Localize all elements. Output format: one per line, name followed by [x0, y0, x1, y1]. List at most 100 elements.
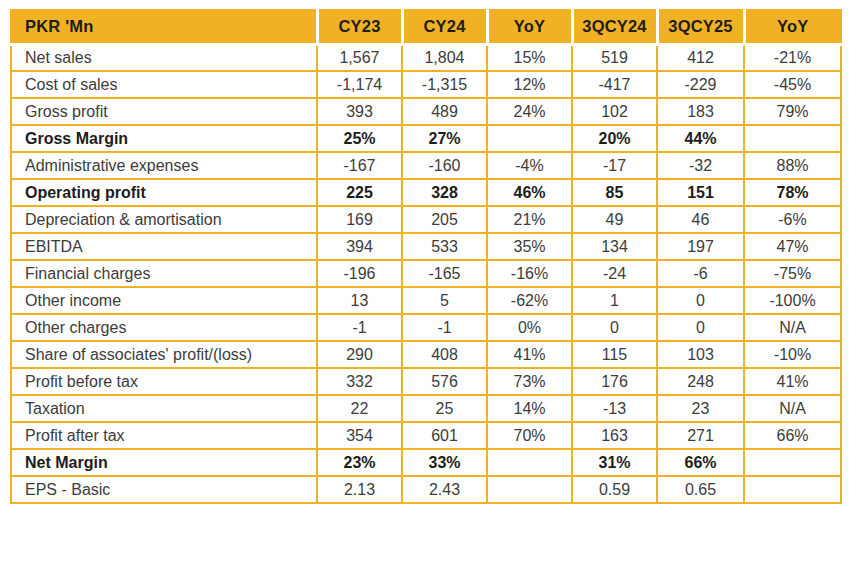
cell-value: -100%: [744, 287, 841, 314]
cell-value: 408: [402, 341, 487, 368]
cell-value: 271: [657, 422, 744, 449]
row-label: Operating profit: [11, 179, 317, 206]
cell-value: 27%: [402, 125, 487, 152]
cell-value: -160: [402, 152, 487, 179]
cell-value: 0: [657, 287, 744, 314]
cell-value: 0.59: [572, 476, 657, 503]
row-label: EPS - Basic: [11, 476, 317, 503]
cell-value: 197: [657, 233, 744, 260]
column-header: 3QCY25: [657, 10, 744, 44]
table-header: PKR 'MnCY23CY24YoY3QCY243QCY25YoY: [11, 10, 841, 44]
cell-value: [487, 476, 572, 503]
cell-value: 23: [657, 395, 744, 422]
cell-value: 46: [657, 206, 744, 233]
column-header: CY23: [317, 10, 402, 44]
cell-value: [744, 125, 841, 152]
cell-value: 115: [572, 341, 657, 368]
row-label: Other income: [11, 287, 317, 314]
row-label: Taxation: [11, 395, 317, 422]
cell-value: 35%: [487, 233, 572, 260]
cell-value: 290: [317, 341, 402, 368]
cell-value: 31%: [572, 449, 657, 476]
cell-value: 489: [402, 98, 487, 125]
cell-value: 70%: [487, 422, 572, 449]
cell-value: -167: [317, 152, 402, 179]
cell-value: -62%: [487, 287, 572, 314]
row-label: Other charges: [11, 314, 317, 341]
row-label: Cost of sales: [11, 71, 317, 98]
cell-value: 47%: [744, 233, 841, 260]
row-label: Share of associates' profit/(loss): [11, 341, 317, 368]
cell-value: -24: [572, 260, 657, 287]
table-row: Operating profit22532846%8515178%: [11, 179, 841, 206]
cell-value: 2.43: [402, 476, 487, 503]
table-row: Financial charges-196-165-16%-24-6-75%: [11, 260, 841, 287]
row-label: Gross profit: [11, 98, 317, 125]
cell-value: -17: [572, 152, 657, 179]
cell-value: 412: [657, 44, 744, 71]
table-row: Taxation222514%-1323N/A: [11, 395, 841, 422]
cell-value: 13: [317, 287, 402, 314]
column-header: 3QCY24: [572, 10, 657, 44]
page: PKR 'MnCY23CY24YoY3QCY243QCY25YoY Net sa…: [10, 9, 840, 504]
cell-value: 0: [657, 314, 744, 341]
cell-value: 49: [572, 206, 657, 233]
cell-value: -1: [317, 314, 402, 341]
row-label: Profit before tax: [11, 368, 317, 395]
table-row: Share of associates' profit/(loss)290408…: [11, 341, 841, 368]
cell-value: 394: [317, 233, 402, 260]
cell-value: 519: [572, 44, 657, 71]
cell-value: -1,315: [402, 71, 487, 98]
header-row: PKR 'MnCY23CY24YoY3QCY243QCY25YoY: [11, 10, 841, 44]
cell-value: -417: [572, 71, 657, 98]
cell-value: 1: [572, 287, 657, 314]
row-label: Gross Margin: [11, 125, 317, 152]
column-header: YoY: [744, 10, 841, 44]
cell-value: 23%: [317, 449, 402, 476]
cell-value: 393: [317, 98, 402, 125]
table-row: Gross profit39348924%10218379%: [11, 98, 841, 125]
table-row: Profit before tax33257673%17624841%: [11, 368, 841, 395]
column-header-units: PKR 'Mn: [11, 10, 317, 44]
cell-value: -21%: [744, 44, 841, 71]
cell-value: 225: [317, 179, 402, 206]
row-label: EBITDA: [11, 233, 317, 260]
row-label: Net Margin: [11, 449, 317, 476]
cell-value: -6%: [744, 206, 841, 233]
cell-value: 601: [402, 422, 487, 449]
row-label: Depreciation & amortisation: [11, 206, 317, 233]
table-body: Net sales1,5671,80415%519412-21%Cost of …: [11, 44, 841, 503]
cell-value: 33%: [402, 449, 487, 476]
cell-value: 1,804: [402, 44, 487, 71]
cell-value: 66%: [744, 422, 841, 449]
cell-value: 248: [657, 368, 744, 395]
cell-value: 2.13: [317, 476, 402, 503]
cell-value: -6: [657, 260, 744, 287]
cell-value: N/A: [744, 314, 841, 341]
cell-value: -1,174: [317, 71, 402, 98]
cell-value: N/A: [744, 395, 841, 422]
table-row: Other income135-62%10-100%: [11, 287, 841, 314]
row-label: Financial charges: [11, 260, 317, 287]
cell-value: 12%: [487, 71, 572, 98]
cell-value: 41%: [744, 368, 841, 395]
cell-value: 21%: [487, 206, 572, 233]
cell-value: 88%: [744, 152, 841, 179]
cell-value: 78%: [744, 179, 841, 206]
row-label: Net sales: [11, 44, 317, 71]
cell-value: 5: [402, 287, 487, 314]
cell-value: 576: [402, 368, 487, 395]
cell-value: -4%: [487, 152, 572, 179]
cell-value: 44%: [657, 125, 744, 152]
cell-value: 151: [657, 179, 744, 206]
financial-results-table: PKR 'MnCY23CY24YoY3QCY243QCY25YoY Net sa…: [10, 9, 842, 504]
cell-value: -45%: [744, 71, 841, 98]
table-row: Administrative expenses-167-160-4%-17-32…: [11, 152, 841, 179]
cell-value: -13: [572, 395, 657, 422]
cell-value: 0: [572, 314, 657, 341]
table-row: Net Margin23%33%31%66%: [11, 449, 841, 476]
cell-value: 79%: [744, 98, 841, 125]
cell-value: -229: [657, 71, 744, 98]
cell-value: 205: [402, 206, 487, 233]
cell-value: 41%: [487, 341, 572, 368]
